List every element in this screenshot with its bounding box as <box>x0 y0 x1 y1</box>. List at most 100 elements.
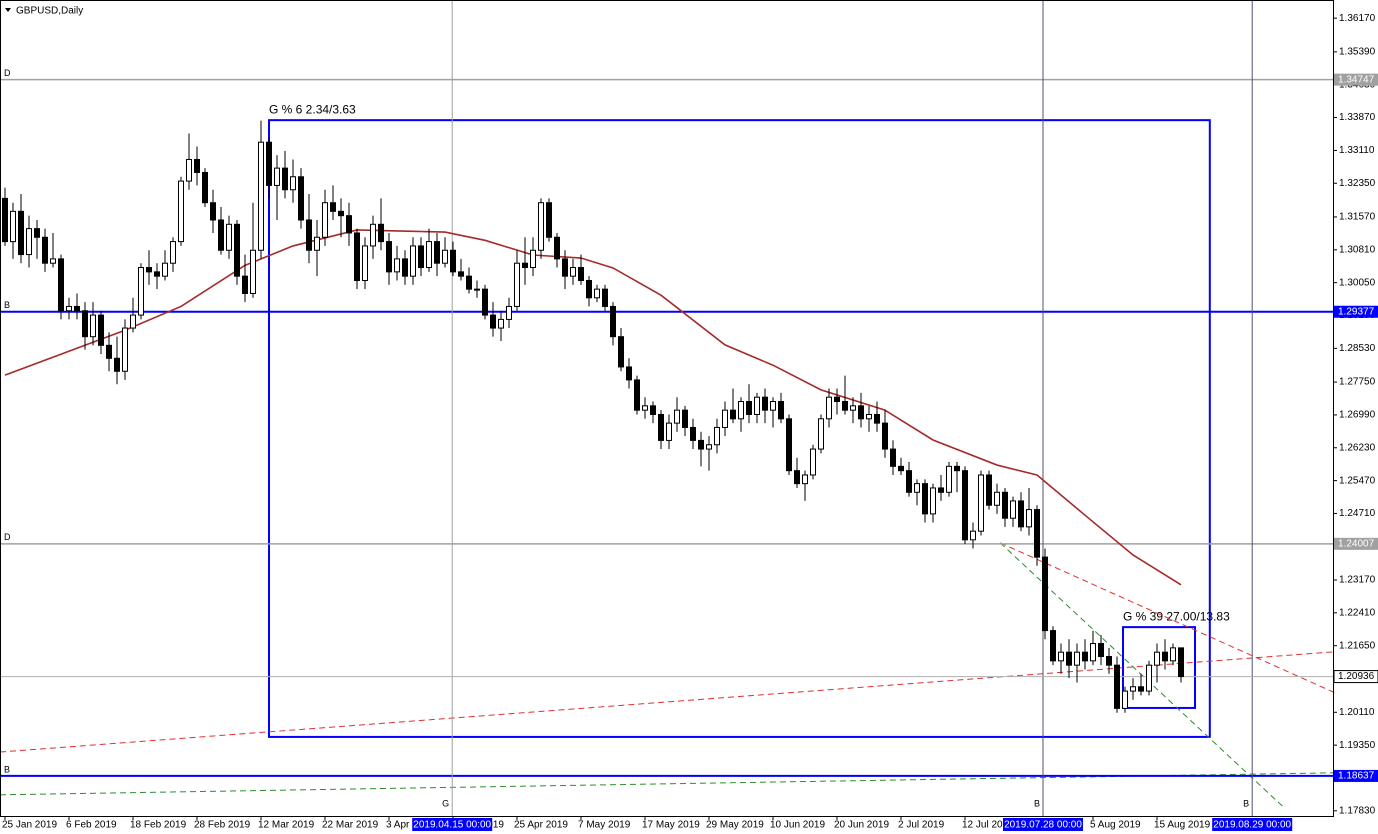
candle-body <box>314 236 320 251</box>
candle-body <box>194 158 200 173</box>
candle-body <box>338 210 344 217</box>
candle-body <box>754 396 760 415</box>
x-tick-label: 6 Feb 2019 <box>66 820 117 831</box>
candle-body <box>1058 651 1064 662</box>
y-tick-label: 1.19350 <box>1339 740 1376 751</box>
candle-body <box>914 483 920 493</box>
candle-body <box>1050 630 1056 662</box>
y-tick-label: 1.30810 <box>1339 244 1376 255</box>
candle-body <box>1146 664 1152 692</box>
candle-body <box>282 167 288 191</box>
y-tick-label: 1.17830 <box>1339 805 1376 816</box>
candle-body <box>346 215 352 234</box>
candle-body <box>866 413 872 420</box>
candle-body <box>394 258 400 273</box>
price-label-box <box>1334 537 1378 550</box>
candle-body <box>906 470 912 493</box>
x-tick-label: 7 May 2019 <box>578 820 631 831</box>
y-tick-label: 1.24710 <box>1339 508 1376 519</box>
candle-body <box>42 236 48 264</box>
candle-body <box>530 249 536 269</box>
candle-body <box>690 426 696 441</box>
candle-body <box>522 262 528 269</box>
candle-body <box>578 267 584 282</box>
time-label: 2019.04.15 00:00 <box>413 820 491 831</box>
candle-body <box>890 448 896 467</box>
candle-body <box>1106 656 1112 666</box>
candle-body <box>570 267 576 277</box>
time-label-box <box>1212 818 1293 831</box>
candle-body <box>410 245 416 277</box>
vertical-line-tag: G <box>442 798 449 808</box>
candle-body <box>82 310 88 338</box>
vertical-line-tag: B <box>1243 798 1249 808</box>
candle-body <box>354 232 360 281</box>
x-tick-label: 28 Feb 2019 <box>194 820 251 831</box>
candle-body <box>618 336 624 368</box>
candle-body <box>1090 643 1096 662</box>
bid-label-box <box>1333 670 1378 684</box>
trendline <box>999 542 1336 694</box>
candle-body <box>986 474 992 506</box>
y-tick-label: 1.32350 <box>1339 178 1376 189</box>
y-tick-label: 1.20110 <box>1339 707 1375 718</box>
x-tick-label: 12 Jul 2019 <box>962 820 1014 831</box>
y-tick-label: 1.25470 <box>1339 475 1376 486</box>
candle-body <box>1098 643 1104 658</box>
chart-title: GBPUSD,Daily <box>16 6 83 17</box>
candle-body <box>490 314 496 329</box>
candle-body <box>506 305 512 320</box>
price-label-box <box>1334 73 1378 86</box>
candle-body <box>26 228 32 256</box>
y-tick-label: 1.35390 <box>1339 47 1376 58</box>
candle-body <box>1114 664 1120 709</box>
candle-body <box>554 236 560 260</box>
rectangle-object <box>268 119 1211 738</box>
candle-body <box>378 223 384 243</box>
time-label: 2019.07.28 00:00 <box>1004 820 1082 831</box>
rectangle-label: G % 6 2.34/3.63 <box>269 102 356 116</box>
time-label-box <box>1003 818 1083 831</box>
candle-body <box>738 401 744 420</box>
x-tick-label: 20 Jun 2019 <box>834 820 889 831</box>
bid-label: 1.20936 <box>1338 671 1375 682</box>
candle-body <box>1170 647 1176 662</box>
candle-body <box>834 396 840 403</box>
candle-body <box>1082 651 1088 662</box>
moving-average <box>4 229 1182 586</box>
candle-body <box>362 245 368 281</box>
candle-body <box>938 487 944 493</box>
candle-body <box>762 396 768 411</box>
y-tick-label: 1.30050 <box>1339 277 1376 288</box>
candle-body <box>946 465 952 493</box>
y-tick-label: 1.28530 <box>1339 343 1376 354</box>
y-tick-label: 1.26990 <box>1339 410 1376 421</box>
candle-body <box>66 305 72 312</box>
candle-body <box>954 465 960 472</box>
candle-body <box>594 288 600 299</box>
candle-body <box>770 401 776 411</box>
x-tick-label: 25 Jan 2019 <box>2 820 57 831</box>
candle-body <box>682 409 688 428</box>
candle-body <box>882 422 888 450</box>
y-tick-label: 1.22410 <box>1339 608 1376 619</box>
candle-body <box>1066 651 1072 666</box>
y-tick-label: 1.21650 <box>1339 640 1376 651</box>
candle-body <box>698 439 704 450</box>
candle-body <box>610 305 616 338</box>
candle-body <box>642 405 648 411</box>
candle-body <box>730 409 736 420</box>
candle-body <box>242 275 248 294</box>
candle-body <box>218 219 224 251</box>
candle-body <box>850 405 856 411</box>
x-tick-label: 2 Jul 2019 <box>898 820 945 831</box>
y-tick-label: 1.27750 <box>1339 377 1376 388</box>
candle-body <box>322 202 328 238</box>
candle-body <box>330 202 336 212</box>
candle-body <box>154 271 160 277</box>
candle-body <box>650 405 656 415</box>
candle-body <box>442 249 448 264</box>
candle-body <box>1042 556 1048 632</box>
